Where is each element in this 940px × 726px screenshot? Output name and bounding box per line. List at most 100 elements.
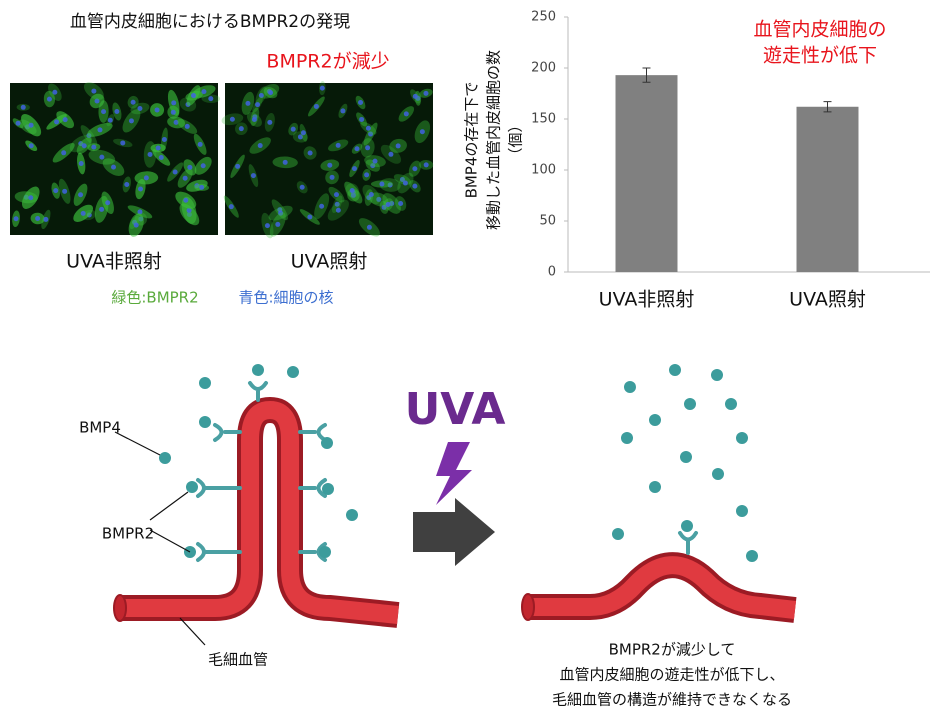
nucleus (91, 144, 97, 150)
nucleus (366, 224, 372, 230)
nucleus (28, 122, 34, 128)
nucleus (282, 159, 288, 165)
nucleus (398, 201, 404, 207)
nucleus (402, 180, 408, 186)
y-tick-label: 200 (531, 61, 556, 76)
nucleus (99, 154, 105, 160)
nucleus (387, 182, 393, 188)
caption-line: 毛細血管の構造が維持できなくなる (552, 691, 792, 709)
nucleus (358, 99, 364, 105)
vessel (521, 552, 797, 623)
nucleus (335, 207, 341, 213)
x-tick-label: UVA照射 (789, 289, 866, 311)
uva-label: UVA (405, 384, 506, 435)
nucleus (412, 93, 418, 99)
nucleus (313, 103, 319, 109)
nucleus (128, 118, 134, 124)
nucleus (97, 127, 103, 133)
nucleus (335, 142, 341, 148)
nucleus (334, 201, 340, 207)
image-label: UVA照射 (291, 251, 368, 273)
nucleus (78, 192, 84, 198)
nucleus (300, 130, 306, 136)
nucleus (257, 143, 263, 149)
nucleus (229, 116, 235, 122)
nucleus (46, 96, 52, 102)
y-tick-label: 150 (531, 112, 556, 127)
nucleus (147, 151, 153, 157)
nucleus (20, 104, 26, 110)
nucleus (105, 200, 111, 206)
nucleus (107, 117, 113, 123)
nucleus (155, 145, 161, 151)
nucleus (333, 192, 339, 198)
nucleus (61, 150, 67, 156)
nucleus (329, 174, 335, 180)
nucleus (423, 162, 429, 168)
nucleus (297, 134, 303, 140)
nucleus (197, 141, 203, 147)
nucleus (143, 175, 149, 181)
caption-line: BMPR2が減少して (609, 641, 736, 659)
nucleus (190, 92, 196, 98)
nucleus (376, 196, 382, 202)
legend-green: 緑色:BMPR2 (111, 289, 198, 307)
y-axis-label: BMP4の存在下で (463, 82, 481, 199)
y-axis-label: 移動した血管内皮細胞の数 (485, 50, 503, 230)
nucleus (158, 154, 164, 160)
nucleus (299, 184, 305, 190)
nucleus (120, 140, 126, 146)
nucleus (184, 123, 190, 129)
nucleus (368, 131, 374, 137)
nucleus (251, 116, 257, 122)
nucleus (182, 175, 188, 181)
nucleus (13, 216, 19, 222)
nucleus (91, 88, 97, 94)
nucleus (187, 164, 193, 170)
nucleus (290, 126, 296, 132)
nucleus (370, 163, 376, 169)
nucleus (62, 188, 68, 194)
nucleus (172, 169, 178, 175)
nucleus (258, 93, 264, 99)
nucleus (275, 221, 281, 227)
nucleus (81, 143, 87, 149)
nucleus (395, 143, 401, 149)
nucleus (364, 172, 370, 178)
nucleus (319, 85, 325, 91)
nucleus (403, 111, 409, 117)
nucleus (327, 162, 333, 168)
nucleus (199, 184, 205, 190)
nucleus (412, 183, 418, 189)
nucleus (307, 150, 313, 156)
nucleus (208, 96, 214, 102)
vessel (113, 396, 400, 628)
nucleus (385, 202, 391, 208)
lightning-icon (436, 442, 472, 505)
nucleus (101, 109, 107, 115)
nucleus (354, 146, 360, 152)
legend-blue: 青色:細胞の核 (238, 289, 333, 307)
nucleus (94, 98, 100, 104)
receptor-label: BMPR2 (102, 525, 154, 543)
x-tick-label: UVA非照射 (599, 289, 695, 311)
nucleus (124, 181, 130, 187)
nucleus (133, 222, 139, 228)
nucleus (419, 129, 425, 135)
nucleus (423, 90, 429, 96)
nucleus (54, 119, 60, 125)
nucleus (173, 119, 179, 125)
arrow (413, 498, 495, 566)
nucleus (412, 166, 418, 172)
nucleus (267, 119, 273, 125)
micrograph-bg (225, 83, 433, 235)
nucleus (201, 89, 207, 95)
nucleus (110, 164, 116, 170)
nucleus (250, 173, 256, 179)
nucleus (238, 126, 244, 132)
error-bar (642, 67, 651, 83)
nucleus (340, 108, 346, 114)
y-tick-label: 250 (531, 10, 556, 25)
vessel-label: 毛細血管 (208, 651, 268, 669)
nucleus (381, 204, 387, 210)
